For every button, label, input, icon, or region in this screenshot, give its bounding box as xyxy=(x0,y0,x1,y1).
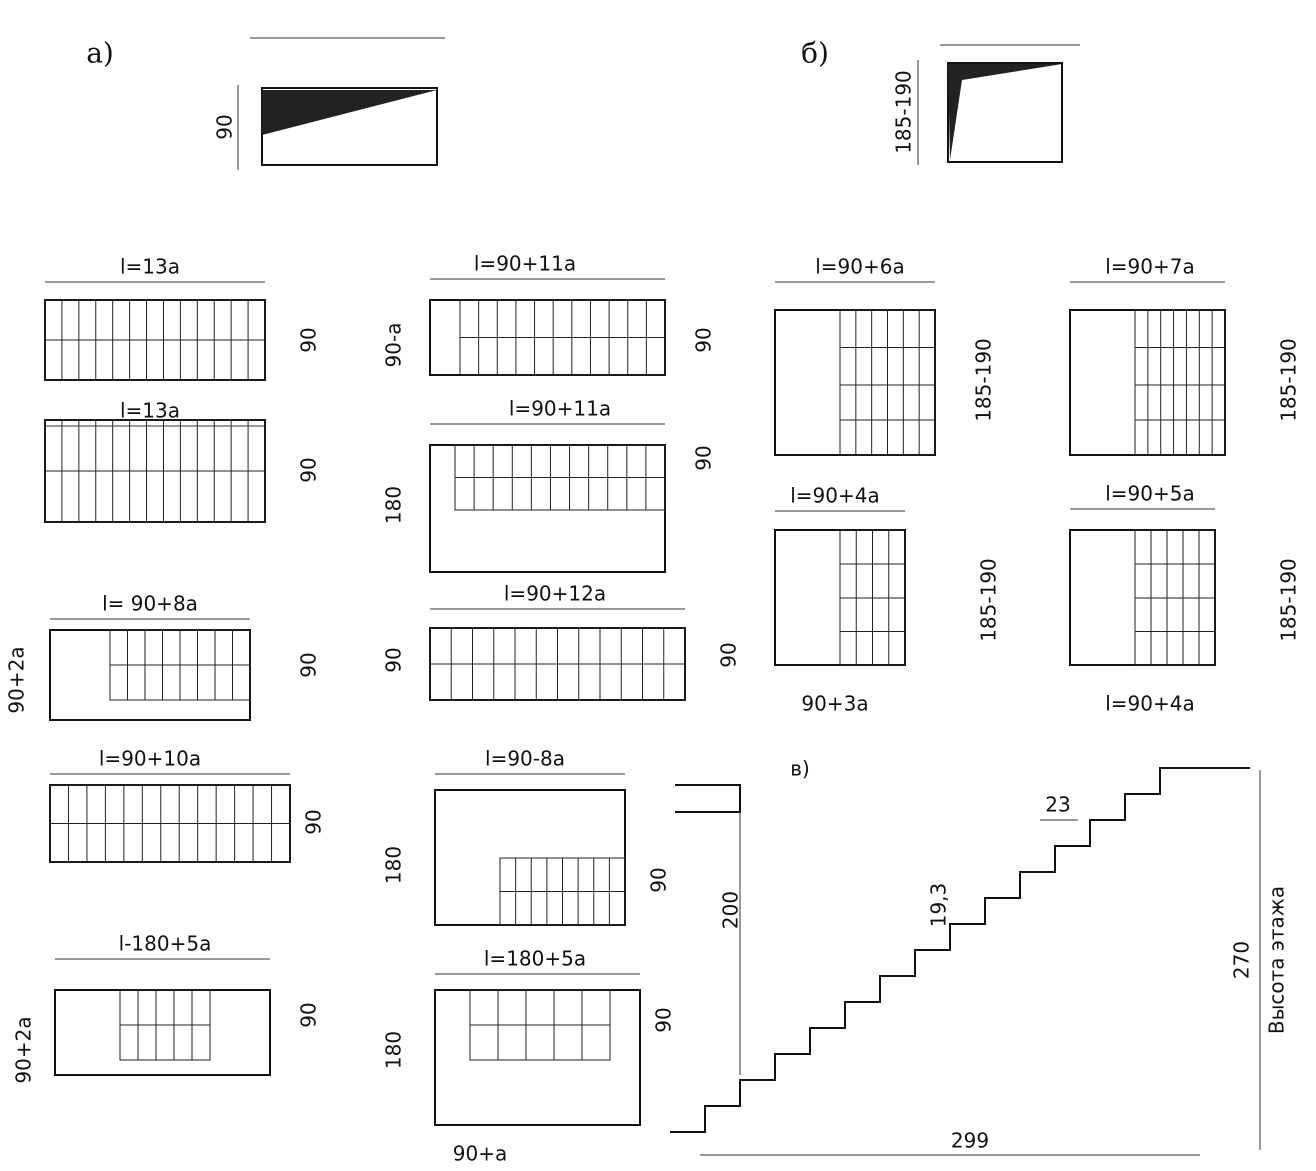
dimension: 23 xyxy=(1045,793,1070,817)
length-label: l=90+4а xyxy=(790,484,880,508)
stair-outline xyxy=(774,309,936,456)
stair-outline xyxy=(429,444,666,573)
dimension: 180 xyxy=(382,1031,406,1069)
stair-wedge xyxy=(948,64,1062,160)
dimension: 180 xyxy=(382,846,406,884)
length-label: l=13а xyxy=(120,399,180,423)
dimension: 90 xyxy=(717,642,741,667)
dimension: 90 xyxy=(297,652,321,677)
stair-profile xyxy=(670,767,1250,1133)
ceiling-edge xyxy=(675,784,741,813)
dimension: 270 xyxy=(1230,941,1254,979)
dimension: 185-190 xyxy=(972,338,996,422)
length-label: l=90+11а xyxy=(474,252,576,276)
stair-outline xyxy=(434,989,641,1126)
dimension: 90 xyxy=(297,1002,321,1027)
room-outline xyxy=(947,62,1063,163)
dimension: 180 xyxy=(382,486,406,524)
dimension: 90 xyxy=(297,327,321,352)
dimension: 90 xyxy=(302,809,326,834)
caption: Высота этажа xyxy=(1265,886,1289,1034)
dimension: 90 xyxy=(652,1007,676,1032)
length-label: l=180+5а xyxy=(484,947,586,971)
dimension: 90 xyxy=(692,445,716,470)
length-label: l=90+11а xyxy=(509,397,611,421)
dimension: 90+2а xyxy=(5,646,29,713)
length-label: l=90+7а xyxy=(1105,255,1195,279)
length-label: l=90-8а xyxy=(485,747,565,771)
dimension: 90+2а xyxy=(12,1016,36,1083)
dimension: 185-190 xyxy=(1277,558,1301,642)
panel-label: б) xyxy=(801,37,829,70)
dimension: 185-190 xyxy=(977,558,1001,642)
dimension: 90+а xyxy=(453,1142,507,1166)
dimension: 185-190 xyxy=(892,70,916,154)
panel-label: а) xyxy=(86,37,114,70)
length-label: l-180+5а xyxy=(119,932,212,956)
length-label: l= 90+8а xyxy=(102,592,198,616)
dimension: 90 xyxy=(213,114,237,139)
dimension: 200 xyxy=(719,891,743,929)
stair-outline xyxy=(49,629,251,721)
dimension: l=90+4а xyxy=(1105,692,1195,716)
stair-outline xyxy=(54,989,271,1076)
dimension: 90+3а xyxy=(801,692,868,716)
length-label: l=90+10а xyxy=(99,747,201,771)
length-label: l=90+12а xyxy=(504,582,606,606)
dimension: 185-190 xyxy=(1277,338,1301,422)
dimension: 90 xyxy=(382,647,406,672)
length-label: l=90+5а xyxy=(1105,482,1195,506)
dimension: 90-а xyxy=(382,323,406,368)
stair-wedge xyxy=(262,90,437,135)
dimension: 90 xyxy=(692,327,716,352)
length-label: l=13а xyxy=(120,255,180,279)
panel-label: в) xyxy=(790,757,810,781)
dimension: 90 xyxy=(647,867,671,892)
length-label: l=90+6а xyxy=(815,255,905,279)
dimension: 90 xyxy=(297,457,321,482)
dimension: 299 xyxy=(951,1129,989,1153)
dimension: 19,3 xyxy=(927,883,951,928)
